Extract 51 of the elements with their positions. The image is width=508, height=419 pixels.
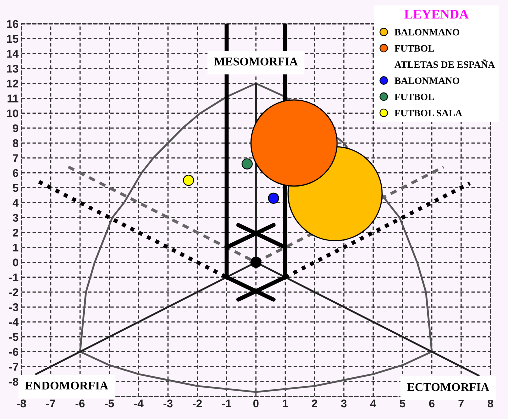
x-tick-label: 1 [283, 400, 288, 408]
x-tick-label: -6 [76, 400, 85, 408]
y-tick-label: 16 [7, 20, 19, 28]
x-tick-label: 6 [429, 400, 435, 408]
y-tick-label: -8 [9, 378, 19, 386]
y-tick-label: -5 [9, 333, 19, 342]
x-tick-label: 0 [254, 400, 259, 408]
legend-label: FUTBOL [394, 45, 434, 52]
y-tick-label: -3 [9, 304, 19, 312]
legend-label: BALONMANO [394, 29, 460, 36]
y-tick-label: 10 [7, 110, 18, 118]
y-tick-label: -1 [9, 274, 19, 282]
x-tick-label: -3 [164, 400, 173, 408]
legend-label: BALONMANO [394, 78, 460, 84]
y-tick-label: 9 [13, 124, 18, 132]
legend-label: FUTBOL SALA [394, 110, 462, 117]
y-tick-label: 13 [7, 65, 19, 73]
y-tick-label: 2 [13, 228, 18, 237]
legend-label: FUTBOL [394, 94, 434, 100]
y-tick-label: 8 [13, 140, 19, 148]
y-tick-label: 3 [12, 214, 19, 222]
x-tick-label: 2 [312, 400, 318, 408]
y-tick-label: -7 [9, 363, 18, 371]
annotation: ENDOMORFIA [25, 382, 108, 390]
y-tick-label: -2 [9, 288, 18, 296]
y-tick-label: 15 [7, 35, 19, 44]
x-tick-label: -4 [134, 400, 144, 408]
y-tick-label: 4 [12, 199, 19, 207]
y-tick-label: 14 [7, 50, 19, 58]
y-tick-label: -4 [9, 318, 19, 326]
y-tick-label: 0 [13, 258, 18, 267]
x-tick-label: 7 [458, 400, 464, 408]
x-tick-label: -1 [222, 400, 232, 408]
x-tick-label: -7 [46, 400, 56, 408]
y-tick-label: 6 [13, 169, 19, 178]
y-tick-label: -6 [9, 348, 19, 356]
y-tick-label: 7 [13, 154, 18, 162]
x-tick-label: -2 [193, 400, 202, 408]
x-tick-label: 8 [488, 400, 494, 408]
x-tick-label: -5 [105, 400, 114, 408]
y-tick-label: 11 [8, 94, 19, 103]
y-tick-label: 1 [13, 244, 19, 252]
x-tick-label: 3 [341, 400, 347, 408]
x-tick-label: 4 [370, 400, 376, 408]
annotation: MESOMORFIA [214, 58, 298, 66]
y-tick-label: 12 [7, 80, 18, 88]
legend-title: LEYENDA [404, 10, 469, 19]
y-tick-label: 5 [13, 184, 19, 192]
annotation: ATLETAS DE ESPAÑA [394, 60, 496, 68]
x-tick-label: 5 [400, 400, 406, 408]
annotation: ECTOMORFIA [407, 383, 490, 392]
